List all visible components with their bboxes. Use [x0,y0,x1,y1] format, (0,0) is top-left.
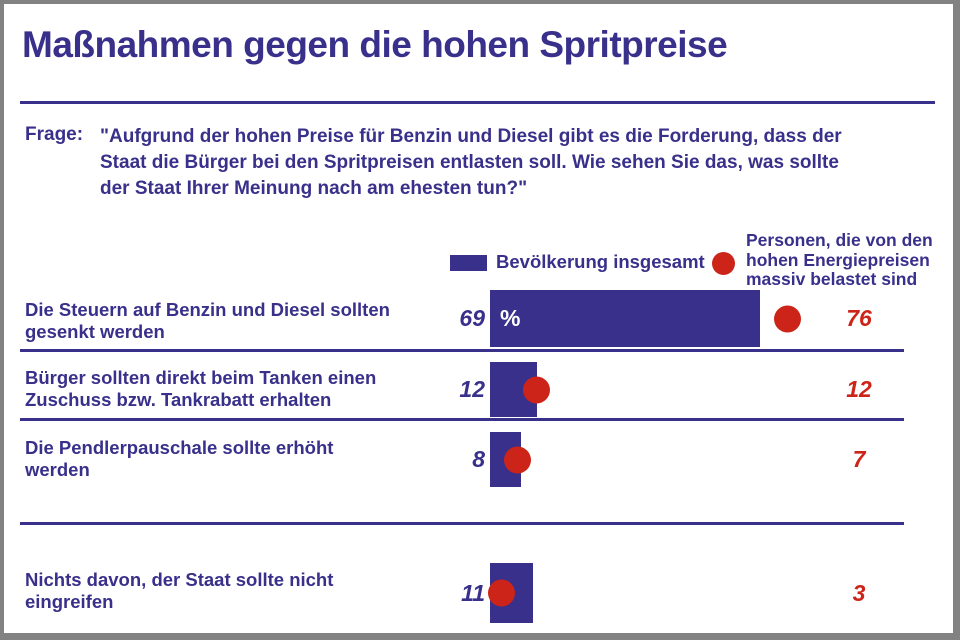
row-divider [20,522,904,525]
legend-population-label: Bevölkerung insgesamt [496,251,705,272]
legend-affected-dot-icon [712,252,735,275]
title-divider [20,101,935,104]
chart-row: Die Pendlerpauschale sollte erhöht werde… [0,432,960,487]
affected-dot-marker [504,446,531,473]
affected-value: 3 [852,579,866,606]
population-bar: % [490,290,760,347]
question-text: "Aufgrund der hohen Preise für Benzin un… [100,124,842,202]
question-line: Staat die Bürger bei den Spritpreisen en… [100,152,839,173]
affected-value: 7 [852,446,866,472]
category-label: Bürger sollten direkt beim Tanken einen … [25,367,377,410]
legend-affected-line: hohen Energiepreisen [746,249,930,270]
chart-row: Die Steuern auf Benzin und Diesel sollte… [0,290,960,347]
legend-population-swatch [450,255,487,271]
row-divider [20,349,904,352]
question-line: der Staat Ihrer Meinung nach am ehesten … [100,178,528,199]
affected-dot-marker [774,305,801,332]
affected-dot-marker [523,376,550,403]
question-line: "Aufgrund der hohen Preise für Benzin un… [100,126,842,147]
population-value: 11 [461,579,485,606]
chart-row: Bürger sollten direkt beim Tanken einen … [0,362,960,417]
legend-affected-line: massiv belastet sind [746,269,918,289]
category-label: Die Pendlerpauschale sollte erhöht werde… [25,437,334,480]
percent-sign: % [500,305,521,331]
legend-affected-label: Personen, die von den hohen Energiepreis… [746,230,933,290]
page-title: Maßnahmen gegen die hohen Spritpreise [22,24,728,65]
population-value: 8 [472,446,485,472]
affected-value: 76 [846,305,872,331]
legend-affected-line: Personen, die von den [746,230,933,250]
population-value: 12 [459,376,485,402]
category-label: Nichts davon, der Staat sollte nicht ein… [25,569,334,612]
chart-row: Nichts davon, der Staat sollte nicht ein… [0,563,960,623]
row-divider [20,418,904,421]
affected-dot-marker [488,579,515,607]
affected-value: 12 [846,376,872,402]
population-value: 69 [459,305,485,331]
category-label: Die Steuern auf Benzin und Diesel sollte… [25,299,390,342]
question-label: Frage: [25,124,84,145]
